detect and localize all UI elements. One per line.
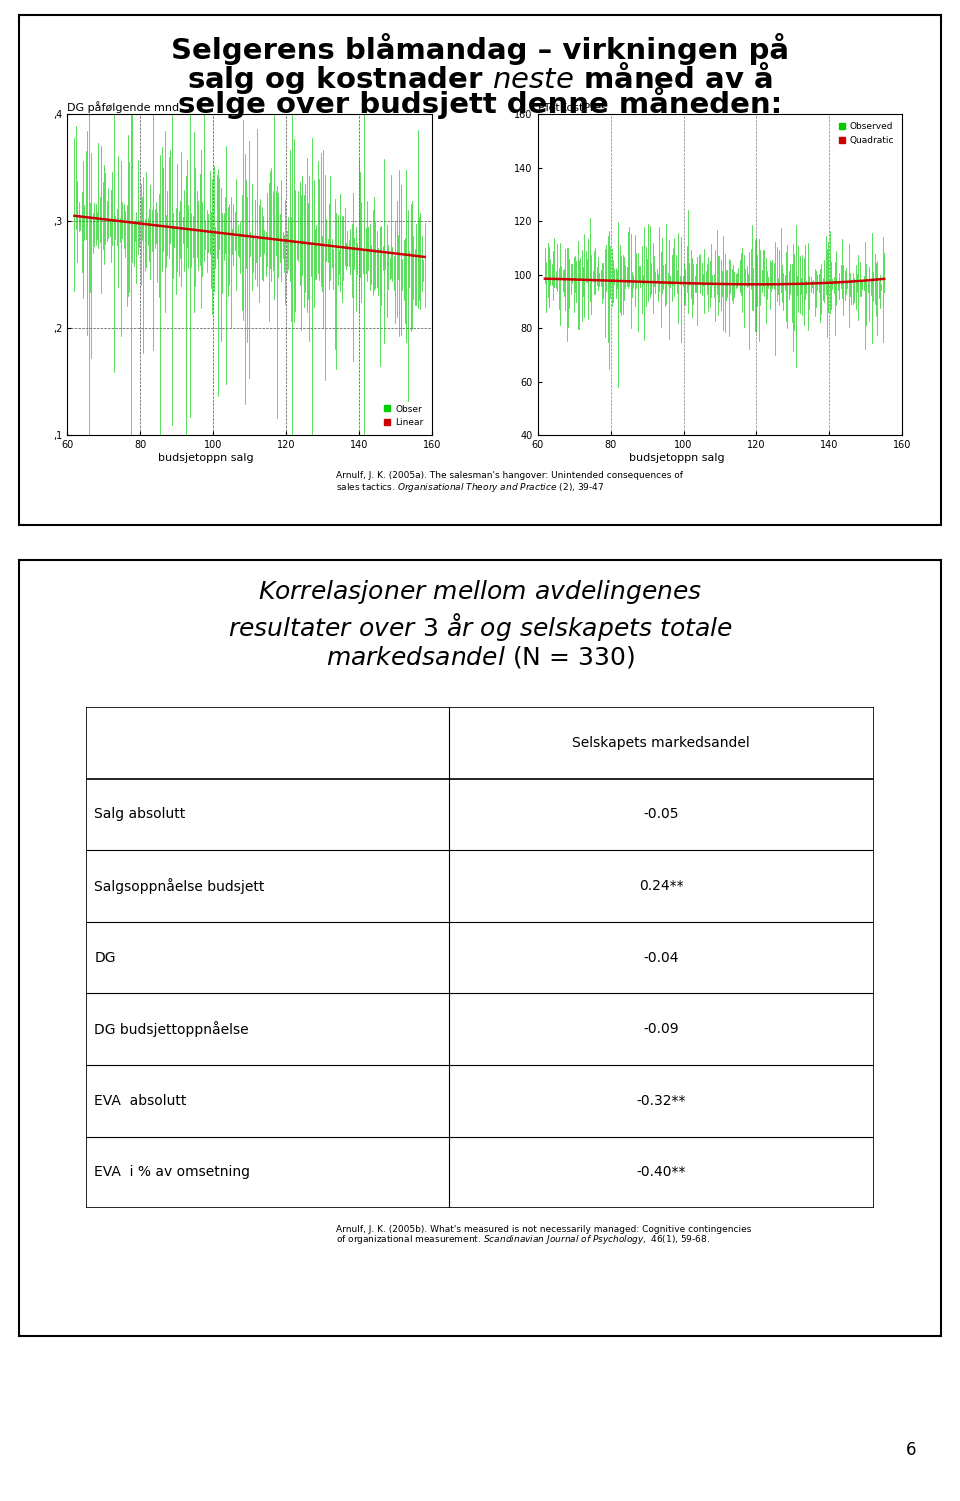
- Text: EVA  i % av omsetning: EVA i % av omsetning: [94, 1165, 251, 1180]
- Text: $\it{markedsandel}$ (N = 330$\it{)}$: $\it{markedsandel}$ (N = 330$\it{)}$: [325, 644, 635, 669]
- Text: EVA  absolutt: EVA absolutt: [94, 1094, 186, 1108]
- Text: DG: DG: [94, 950, 116, 965]
- Text: $\it{Korrelasjoner\ mellom\ avdelingenes}$: $\it{Korrelasjoner\ mellom\ avdelingenes…: [258, 578, 702, 606]
- Text: -0.09: -0.09: [643, 1022, 679, 1036]
- Text: PTotKostPres: PTotKostPres: [538, 102, 608, 113]
- Text: -0.32**: -0.32**: [636, 1094, 685, 1108]
- Text: DG påfølgende mnd: DG påfølgende mnd: [67, 101, 180, 113]
- Text: salg og kostnader $\it{neste}$ måned av å: salg og kostnader $\it{neste}$ måned av …: [187, 60, 773, 96]
- Text: -0.04: -0.04: [643, 950, 679, 965]
- Text: Arnulf, J. K. (2005b). What's measured is not necessarily managed: Cognitive con: Arnulf, J. K. (2005b). What's measured i…: [336, 1225, 752, 1234]
- Text: -0.40**: -0.40**: [636, 1165, 685, 1180]
- Text: Salg absolutt: Salg absolutt: [94, 808, 185, 821]
- Text: Salgsoppnåelse budsjett: Salgsoppnåelse budsjett: [94, 878, 265, 895]
- Text: budsjetoppn salg: budsjetoppn salg: [158, 453, 254, 464]
- Text: Selgerens blåmandag – virkningen på: Selgerens blåmandag – virkningen på: [171, 33, 789, 65]
- Text: DG budsjettoppnåelse: DG budsjettoppnåelse: [94, 1021, 249, 1037]
- Text: Arnulf, J. K. (2005a). The salesman's hangover: Unintended consequences of: Arnulf, J. K. (2005a). The salesman's ha…: [336, 471, 683, 480]
- Legend: Obser, Linear: Obser, Linear: [379, 401, 427, 431]
- Text: budsjetoppn salg: budsjetoppn salg: [629, 453, 725, 464]
- Text: Selskapets markedsandel: Selskapets markedsandel: [572, 735, 750, 750]
- Text: of organizational measurement. $\it{Scandinavian\ Journal\ of\ Psychology,\ 46}$: of organizational measurement. $\it{Scan…: [336, 1232, 710, 1246]
- Text: selge over budsjett denne måneden:: selge over budsjett denne måneden:: [178, 87, 782, 119]
- Text: 6: 6: [906, 1441, 917, 1459]
- Text: sales tactics. $\it{Organisational\ Theory\ and\ Practice}$ (2), 39-47: sales tactics. $\it{Organisational\ Theo…: [336, 480, 605, 494]
- Text: $\it{resultater\ over\ 3\ år\ og\ selskapets\ totale}$: $\it{resultater\ over\ 3\ år\ og\ selska…: [228, 611, 732, 642]
- Text: -0.05: -0.05: [643, 808, 679, 821]
- Text: 0.24**: 0.24**: [638, 880, 684, 893]
- Legend: Observed, Quadratic: Observed, Quadratic: [833, 119, 898, 149]
